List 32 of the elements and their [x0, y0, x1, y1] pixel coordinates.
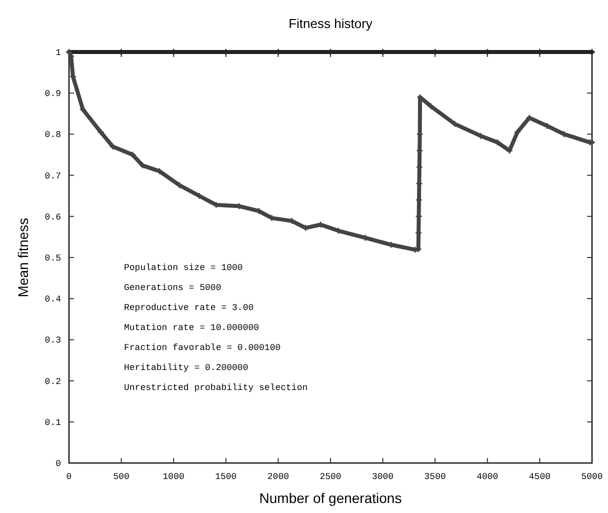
annotation: Generations = 5000 [124, 282, 222, 293]
x-tick-label: 4500 [528, 472, 551, 482]
y-tick-label: 0.2 [44, 376, 61, 387]
annotation: Heritability = 0.200000 [124, 362, 248, 373]
y-tick-label: 0 [56, 459, 61, 469]
y-tick-label: 0.3 [44, 336, 61, 346]
annotation: Population size = 1000 [124, 262, 243, 273]
y-tick-label: 0.6 [44, 212, 61, 222]
y-axis-title: Mean fitness [15, 218, 31, 298]
x-tick-label: 2500 [320, 472, 342, 482]
y-tick-label: 0.4 [44, 294, 61, 305]
x-tick-label: 500 [113, 472, 130, 482]
y-tick-label: 0.8 [44, 130, 61, 140]
x-tick-label: 0 [66, 472, 72, 482]
x-tick-label: 2000 [267, 472, 290, 482]
x-axis-title: Number of generations [259, 490, 402, 506]
x-tick-label: 1500 [215, 472, 237, 482]
annotation: Reproductive rate = 3.00 [124, 302, 254, 313]
x-tick-label: 1000 [162, 472, 184, 482]
x-tick-label: 3000 [372, 472, 394, 482]
y-tick-label: 0.1 [44, 418, 61, 428]
x-tick-label: 4000 [476, 472, 498, 482]
y-tick-label: 0.5 [44, 254, 61, 264]
annotation: Mutation rate = 10.000000 [124, 322, 260, 333]
y-tick-label: 0.9 [44, 89, 61, 100]
annotation: Unrestricted probability selection [124, 382, 308, 393]
annotation: Fraction favorable = 0.000100 [124, 342, 281, 353]
x-tick-label: 5000 [581, 472, 603, 482]
y-tick-label: 0.7 [44, 171, 61, 182]
chart-title: Fitness history [288, 16, 373, 31]
y-tick-label: 1 [56, 48, 61, 58]
x-tick-label: 3500 [424, 472, 446, 482]
